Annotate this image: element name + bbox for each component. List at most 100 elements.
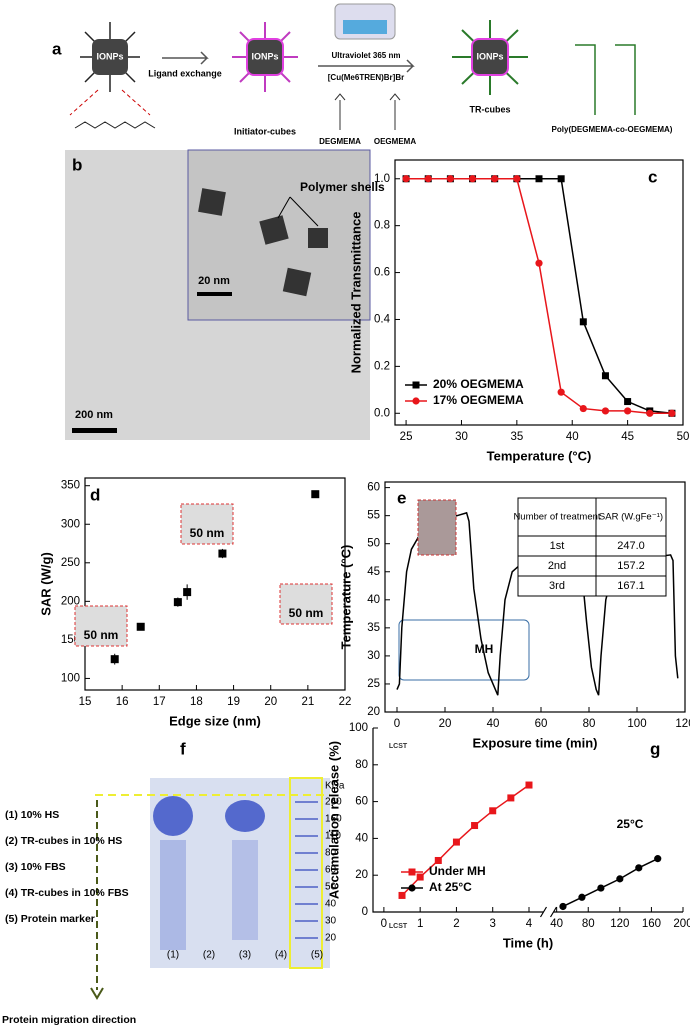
table-cell: 1st [550,540,565,552]
band [153,796,193,836]
marker [616,875,624,883]
x-tick-label: 19 [227,696,240,708]
x-axis-label: Exposure time (min) [473,735,598,750]
marker [535,259,543,267]
y-tick-label: 40 [367,594,380,606]
tem-inset [180,503,234,545]
arrowhead [90,987,104,1000]
marker [416,873,424,881]
y-tick-label: 0.8 [374,220,390,232]
lane-label: (3) [239,950,251,961]
marker-label: 50 [325,882,337,893]
scale-label: 20 nm [198,275,230,287]
table-cell: 167.1 [617,580,645,592]
x-tick-label: 200 [673,918,690,930]
x-tick-label: 120 [610,918,629,930]
marker [635,864,643,872]
line [562,857,659,908]
panel-label: f [180,739,186,758]
panel-label: a [52,39,62,58]
marker [601,372,609,380]
sample-label: (1) 10% HS [5,809,59,821]
legend-marker [408,868,416,876]
annotation: LCST [389,923,408,930]
panel-a: a IONPs Ligand exchange IONPs Initiator-… [52,3,673,146]
marker [218,549,227,558]
core-label: IONPs [96,51,123,61]
monomer [389,93,401,130]
annotation: 50 nm [190,526,225,540]
annotation: 50 nm [84,628,119,642]
y-tick-label: 200 [61,595,80,607]
oleic-chain [74,121,156,129]
core-label: IONPs [476,51,503,61]
marker [597,884,605,892]
scale-bar [197,292,232,296]
y-tick-label: 30 [367,650,380,662]
marker [579,404,587,413]
table-header: SAR (W.gFe⁻¹) [599,512,663,523]
panel-label: e [397,488,406,507]
lane-label: (2) [203,950,215,961]
x-tick-label: 21 [301,696,314,708]
photo-inset [417,499,457,556]
y-tick-label: 80 [355,759,368,771]
x-tick-label: 18 [190,696,203,708]
nanocube [471,38,509,76]
marker [136,622,145,631]
x-axis-label: Time (h) [503,935,553,950]
scale-label: 200 nm [75,409,113,421]
nanocube [246,38,284,76]
marker [624,407,632,415]
marker-label: 30 [325,916,337,927]
x-tick-label: 1 [417,918,423,930]
y-tick-label: 0.4 [374,314,391,326]
x-tick-label: 25 [400,431,413,443]
marker-lane [289,777,323,969]
marker [311,490,320,499]
x-tick-label: 40 [487,718,500,730]
y-tick-label: 40 [355,832,368,844]
tem-inset [74,605,128,647]
y-tick-label: 250 [61,557,80,569]
x-tick-label: 22 [339,696,352,708]
unit-label: KDa [325,781,345,792]
x-tick-label: 80 [583,718,596,730]
monomer [334,93,346,130]
uv-label: Ultraviolet 365 nm [332,51,401,60]
x-tick-label: 15 [79,696,92,708]
x-axis-label: Edge size (nm) [169,713,261,728]
y-tick-label: 0.2 [374,360,390,372]
marker [452,838,460,846]
marker [468,175,477,183]
marker-label: 160 [325,814,342,825]
x-tick-label: 35 [510,431,523,443]
y-tick-label: 20 [355,869,368,881]
y-tick-label: 300 [61,518,80,530]
arrow [162,51,209,65]
panel-f: f [90,739,330,1000]
marker [559,902,567,911]
sample-label: (3) 10% FBS [5,861,66,873]
monomer-label: OEGMEMA [374,137,416,146]
annotation: Polymer shells [300,180,385,194]
legend-label: Under MH [429,864,486,878]
sample-label: (5) Protein marker [5,913,95,925]
marker [557,175,565,183]
legend-marker [412,381,420,389]
x-tick-label: 100 [627,718,646,730]
nanocube [92,39,128,75]
y-tick-label: 55 [367,510,380,522]
marker [173,598,182,607]
y-tick-label: 100 [349,722,368,734]
table-cell: 157.2 [617,560,645,572]
lane-label: (5) [311,950,323,961]
marker [525,781,533,789]
x-tick-label: 30 [455,431,468,443]
annotation: 25°C [617,817,644,831]
marker [402,175,410,183]
y-tick-label: 0.6 [374,267,390,279]
y-tick-label: 35 [367,622,380,634]
marker-label: 260 [325,797,342,808]
y-axis-label: Temperature (°C) [338,545,353,650]
